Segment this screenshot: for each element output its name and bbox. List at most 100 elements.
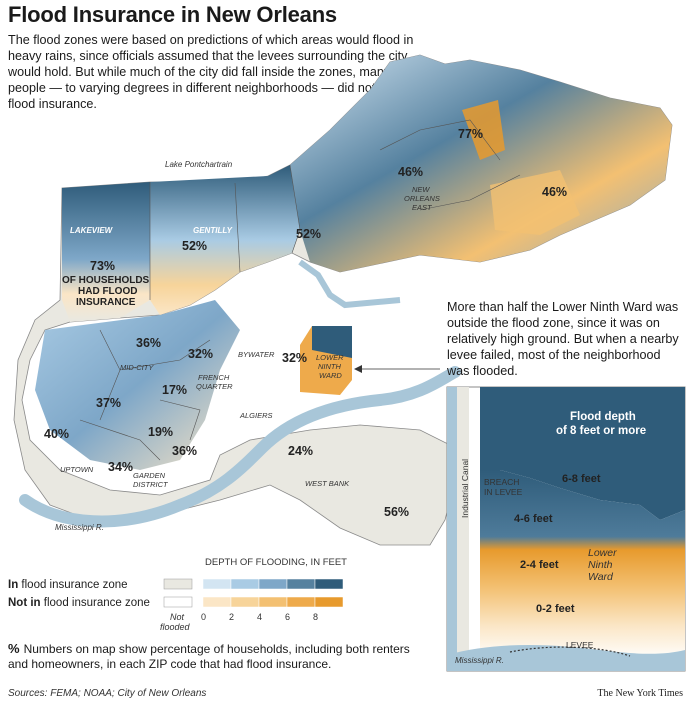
legend-swatch-out-3 bbox=[286, 596, 316, 608]
mid-city-flood-zone bbox=[35, 300, 240, 470]
pct-noe-north: 77% bbox=[458, 127, 483, 141]
legend-header: DEPTH OF FLOODING, IN FEET bbox=[205, 557, 347, 568]
hood-garden-2: DISTRICT bbox=[133, 480, 169, 489]
inset-canal-water bbox=[447, 387, 457, 671]
industrial-canal bbox=[298, 259, 401, 309]
hood-bywater: BYWATER bbox=[238, 350, 275, 359]
hood-uptown: UPTOWN bbox=[60, 465, 94, 474]
pct-noe-east: 46% bbox=[542, 185, 567, 199]
credit: The New York Times bbox=[597, 688, 683, 699]
legend-swatch-in-3 bbox=[286, 578, 316, 590]
inset-breach-2: IN LEVEE bbox=[484, 487, 523, 497]
legend-swatch-out-notflooded bbox=[163, 596, 193, 608]
lower-ninth-in-zone bbox=[312, 326, 352, 358]
legend-swatch-out-1 bbox=[230, 596, 260, 608]
inset-river bbox=[447, 645, 685, 671]
new-orleans-east-flood-zone bbox=[290, 55, 672, 272]
pct-french-quarter: 17% bbox=[162, 383, 187, 397]
hood-lakeview: LAKEVIEW bbox=[70, 226, 114, 235]
hood-french-1: FRENCH bbox=[198, 373, 230, 382]
inset-depth-6-8: 6-8 feet bbox=[562, 473, 601, 485]
legend-not-zone-label: Not in flood insurance zone bbox=[8, 597, 150, 609]
legend-swatch-out-0 bbox=[202, 596, 232, 608]
pct-west-bank: 56% bbox=[384, 505, 409, 519]
intro-text: The flood zones were based on prediction… bbox=[8, 33, 414, 111]
legend-tick-4: 4 bbox=[257, 612, 262, 622]
pct-uptown: 34% bbox=[108, 460, 133, 474]
lower-ninth-callout: More than half the Lower Ninth Ward was … bbox=[447, 300, 679, 378]
pct-bywater: 32% bbox=[282, 351, 307, 365]
hood-west-bank: WEST BANK bbox=[305, 479, 350, 488]
pct-lakeview-note-3: INSURANCE bbox=[76, 297, 136, 308]
district-boundaries bbox=[79, 119, 521, 461]
hood-french-2: QUARTER bbox=[196, 382, 233, 391]
legend-in-rest: flood insurance zone bbox=[18, 579, 127, 591]
inset-depth-0-2: 0-2 feet bbox=[536, 603, 575, 615]
lake-label: Lake Pontchartrain bbox=[165, 160, 233, 169]
hood-lower-2: NINTH bbox=[318, 362, 341, 371]
inset-breach-1: BREACH bbox=[484, 477, 519, 487]
footnote-text: Numbers on map show percentage of househ… bbox=[8, 642, 410, 671]
legend-in-zone-label: In flood insurance zone bbox=[8, 579, 128, 591]
inset-shallow-flood bbox=[480, 470, 685, 660]
legend-swatch-in-notflooded bbox=[163, 578, 193, 590]
inset-depth-8-2: of 8 feet or more bbox=[556, 425, 646, 437]
hood-algiers: ALGIERS bbox=[239, 411, 273, 420]
pct-lakeview: 73% bbox=[90, 259, 115, 273]
hood-lower-3: WARD bbox=[319, 371, 342, 380]
legend-swatch-in-0 bbox=[202, 578, 232, 590]
legend-tick-0: 0 bbox=[201, 612, 206, 622]
inset-levee-line bbox=[509, 646, 631, 657]
legend-swatch-out-4 bbox=[314, 596, 344, 608]
mississippi-river bbox=[19, 366, 461, 528]
page-title: Flood Insurance in New Orleans bbox=[8, 2, 337, 27]
legend-in-bold: In bbox=[8, 579, 18, 591]
inset-levee-label: LEVEE bbox=[566, 640, 594, 650]
callout-arrow-head bbox=[354, 365, 362, 373]
legend-swatch-out-2 bbox=[258, 596, 288, 608]
inset-canal-label: Industrial Canal bbox=[460, 459, 470, 518]
pct-garden-north: 19% bbox=[148, 425, 173, 439]
pct-noe-west: 46% bbox=[398, 165, 423, 179]
pct-garden-east: 36% bbox=[172, 444, 197, 458]
pct-lakeview-note-1: OF HOUSEHOLDS bbox=[62, 275, 150, 286]
legend-not-rest: flood insurance zone bbox=[41, 597, 150, 609]
pct-gentilly: 52% bbox=[182, 239, 207, 253]
inset-ward-1: Lower bbox=[588, 547, 617, 559]
legend-tick-6: 6 bbox=[285, 612, 290, 622]
sources: Sources: FEMA; NOAA; City of New Orleans bbox=[8, 688, 207, 699]
inset-canal-bank bbox=[457, 387, 469, 671]
inset-ward-3: Ward bbox=[588, 571, 614, 583]
pct-east-central: 52% bbox=[296, 227, 321, 241]
legend-swatch-in-1 bbox=[230, 578, 260, 590]
hood-noe-1: NEW bbox=[412, 185, 430, 194]
legend-not-flooded-1: Not bbox=[170, 612, 185, 622]
lakeview-flood-zone bbox=[62, 182, 150, 322]
pct-lakeview-note-2: HAD FLOOD bbox=[78, 286, 137, 297]
legend-in-zone-swatches bbox=[202, 578, 344, 590]
inset-depth-4-6: 4-6 feet bbox=[514, 513, 553, 525]
hood-garden-1: GARDEN bbox=[133, 471, 166, 480]
footnote: % Numbers on map show percentage of house… bbox=[8, 641, 428, 672]
legend-not-flooded-2: flooded bbox=[160, 622, 191, 632]
legend-tick-2: 2 bbox=[229, 612, 234, 622]
hood-noe-3: EAST bbox=[412, 203, 433, 212]
pct-mid-city: 36% bbox=[136, 336, 161, 350]
inset-depth-8-1: Flood depth bbox=[570, 411, 636, 423]
legend-swatch-in-4 bbox=[314, 578, 344, 590]
legend-not-bold: Not in bbox=[8, 597, 41, 609]
pct-treme: 32% bbox=[188, 347, 213, 361]
east-orange-patch-2 bbox=[490, 170, 580, 235]
inset-river-label: Mississippi R. bbox=[455, 656, 504, 665]
inset-ward-2: Ninth bbox=[588, 559, 613, 571]
gentilly-flood-zone bbox=[150, 165, 300, 315]
hood-noe-2: ORLEANS bbox=[404, 194, 440, 203]
legend-not-zone-swatches bbox=[202, 596, 344, 608]
river-label: Mississippi R. bbox=[55, 523, 104, 532]
hood-lower-1: LOWER bbox=[316, 353, 344, 362]
legend-tick-8: 8 bbox=[313, 612, 318, 622]
legend-swatch-in-2 bbox=[258, 578, 288, 590]
hood-mid-city: MID-CITY bbox=[120, 363, 154, 372]
pct-uptown-west: 40% bbox=[44, 427, 69, 441]
